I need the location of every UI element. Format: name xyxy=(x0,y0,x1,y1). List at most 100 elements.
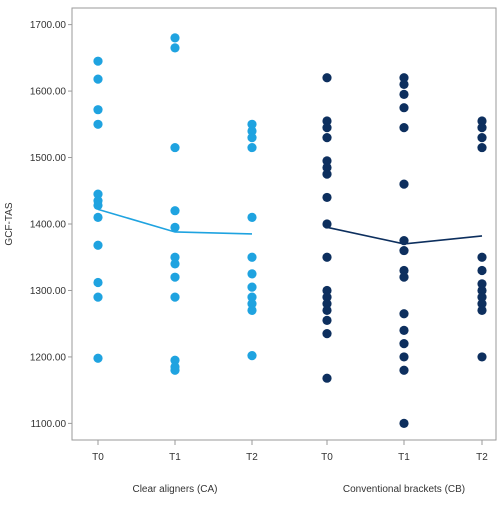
mean-line xyxy=(97,208,253,235)
data-point xyxy=(247,350,257,361)
y-tick-label: 1500.00 xyxy=(30,153,67,164)
data-point xyxy=(322,169,332,179)
data-point xyxy=(477,279,487,289)
data-point xyxy=(93,189,103,199)
data-point xyxy=(93,353,103,363)
data-point xyxy=(399,73,409,83)
data-point xyxy=(322,156,332,166)
data-point xyxy=(399,103,409,113)
data-point xyxy=(477,133,487,143)
data-point xyxy=(399,79,409,90)
data-point xyxy=(477,142,487,153)
data-point xyxy=(247,252,257,262)
data-point xyxy=(247,133,257,143)
data-point xyxy=(170,355,180,365)
group-label: Clear aligners (CA) xyxy=(132,484,217,495)
data-point xyxy=(477,252,487,262)
data-points xyxy=(93,33,487,428)
data-point xyxy=(170,259,180,269)
y-tick-label: 1200.00 xyxy=(30,352,67,363)
data-point xyxy=(399,352,409,362)
data-point xyxy=(399,89,409,99)
data-point xyxy=(93,200,103,210)
y-axis-ticks: 1100.00 1200.00 1300.00 1400.00 1500.00 1600.… xyxy=(30,20,72,430)
data-point xyxy=(247,142,257,153)
data-point xyxy=(247,282,257,292)
data-point xyxy=(93,212,103,222)
data-point xyxy=(93,56,103,66)
y-tick-label: 1600.00 xyxy=(30,87,67,98)
data-point xyxy=(170,292,180,302)
x-tick-label: T0 xyxy=(321,452,333,463)
x-tick-label: T2 xyxy=(246,452,258,463)
data-point xyxy=(247,269,257,279)
data-point xyxy=(93,277,103,288)
data-point xyxy=(93,105,103,115)
y-tick-label: 1700.00 xyxy=(30,20,67,31)
data-point xyxy=(170,252,180,262)
data-point xyxy=(170,365,180,375)
data-point xyxy=(399,245,409,256)
data-point xyxy=(322,219,332,229)
y-tick-label: 1300.00 xyxy=(30,286,67,297)
data-point xyxy=(322,292,332,302)
data-point xyxy=(247,292,257,302)
mean-lines xyxy=(97,208,483,245)
data-point xyxy=(322,315,332,325)
data-point xyxy=(170,222,180,232)
x-tick-label: T1 xyxy=(398,452,410,463)
data-point xyxy=(322,285,332,296)
plot-frame xyxy=(71,7,497,441)
data-point xyxy=(247,305,257,315)
data-point xyxy=(399,365,409,375)
data-point xyxy=(322,123,332,133)
data-point xyxy=(93,240,103,250)
data-point xyxy=(477,123,487,133)
data-point xyxy=(170,43,180,53)
data-point xyxy=(322,192,332,203)
data-point xyxy=(322,373,332,383)
x-tick-label: T0 xyxy=(92,452,104,463)
data-point xyxy=(247,126,257,136)
data-point xyxy=(399,339,409,349)
data-point xyxy=(322,305,332,315)
data-point xyxy=(170,272,180,282)
data-point xyxy=(399,418,409,428)
y-tick-label: 1400.00 xyxy=(30,220,67,231)
data-point xyxy=(399,265,409,276)
data-point xyxy=(170,33,180,43)
data-point xyxy=(477,265,487,276)
data-point xyxy=(322,116,332,126)
data-point xyxy=(399,123,409,133)
data-point xyxy=(322,133,332,143)
group-label: Conventional brackets (CB) xyxy=(343,484,465,495)
group-labels: Clear aligners (CA) Conventional brackets… xyxy=(132,484,465,495)
data-point xyxy=(247,299,257,309)
data-point xyxy=(477,352,487,362)
data-point xyxy=(170,206,180,216)
data-point xyxy=(170,142,180,153)
data-point xyxy=(93,74,103,84)
y-axis-title: GCF-TAS xyxy=(4,202,15,245)
data-point xyxy=(247,212,257,222)
data-point xyxy=(322,252,332,262)
data-point xyxy=(477,285,487,296)
data-point xyxy=(93,119,103,129)
data-point xyxy=(399,325,409,335)
x-tick-label: T1 xyxy=(169,452,181,463)
data-point xyxy=(322,162,332,173)
data-point xyxy=(247,119,257,129)
data-point xyxy=(477,299,487,309)
data-point xyxy=(399,272,409,282)
data-point xyxy=(322,329,332,339)
data-point xyxy=(399,236,409,246)
x-axis-ticks: T0 T1 T2 T0 T1 T2 xyxy=(92,440,488,463)
x-tick-label: T2 xyxy=(476,452,488,463)
data-point xyxy=(399,179,409,189)
data-point xyxy=(322,299,332,309)
data-point xyxy=(399,309,409,319)
data-point xyxy=(477,305,487,315)
data-point xyxy=(477,292,487,302)
